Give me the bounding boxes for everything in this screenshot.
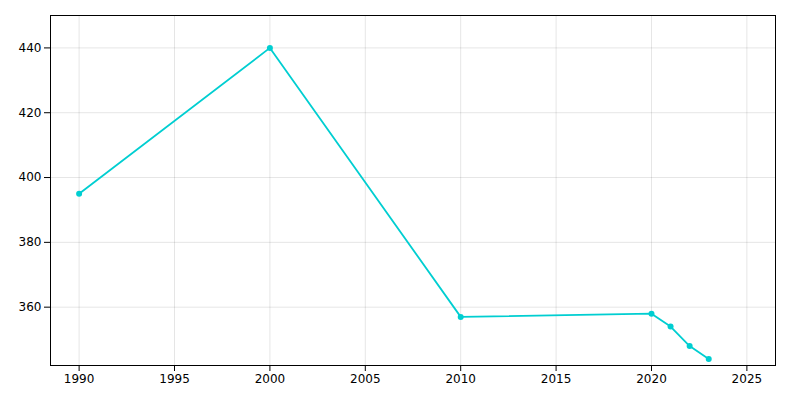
svg-text:1990: 1990 <box>64 372 95 386</box>
svg-text:380: 380 <box>19 235 42 249</box>
svg-text:420: 420 <box>19 106 42 120</box>
svg-text:2010: 2010 <box>445 372 476 386</box>
svg-text:2020: 2020 <box>636 372 667 386</box>
svg-text:360: 360 <box>19 300 42 314</box>
svg-text:2005: 2005 <box>350 372 381 386</box>
svg-text:440: 440 <box>19 41 42 55</box>
svg-text:2000: 2000 <box>255 372 286 386</box>
svg-text:2015: 2015 <box>541 372 572 386</box>
svg-text:400: 400 <box>19 170 42 184</box>
svg-text:2025: 2025 <box>732 372 763 386</box>
svg-text:1995: 1995 <box>159 372 190 386</box>
